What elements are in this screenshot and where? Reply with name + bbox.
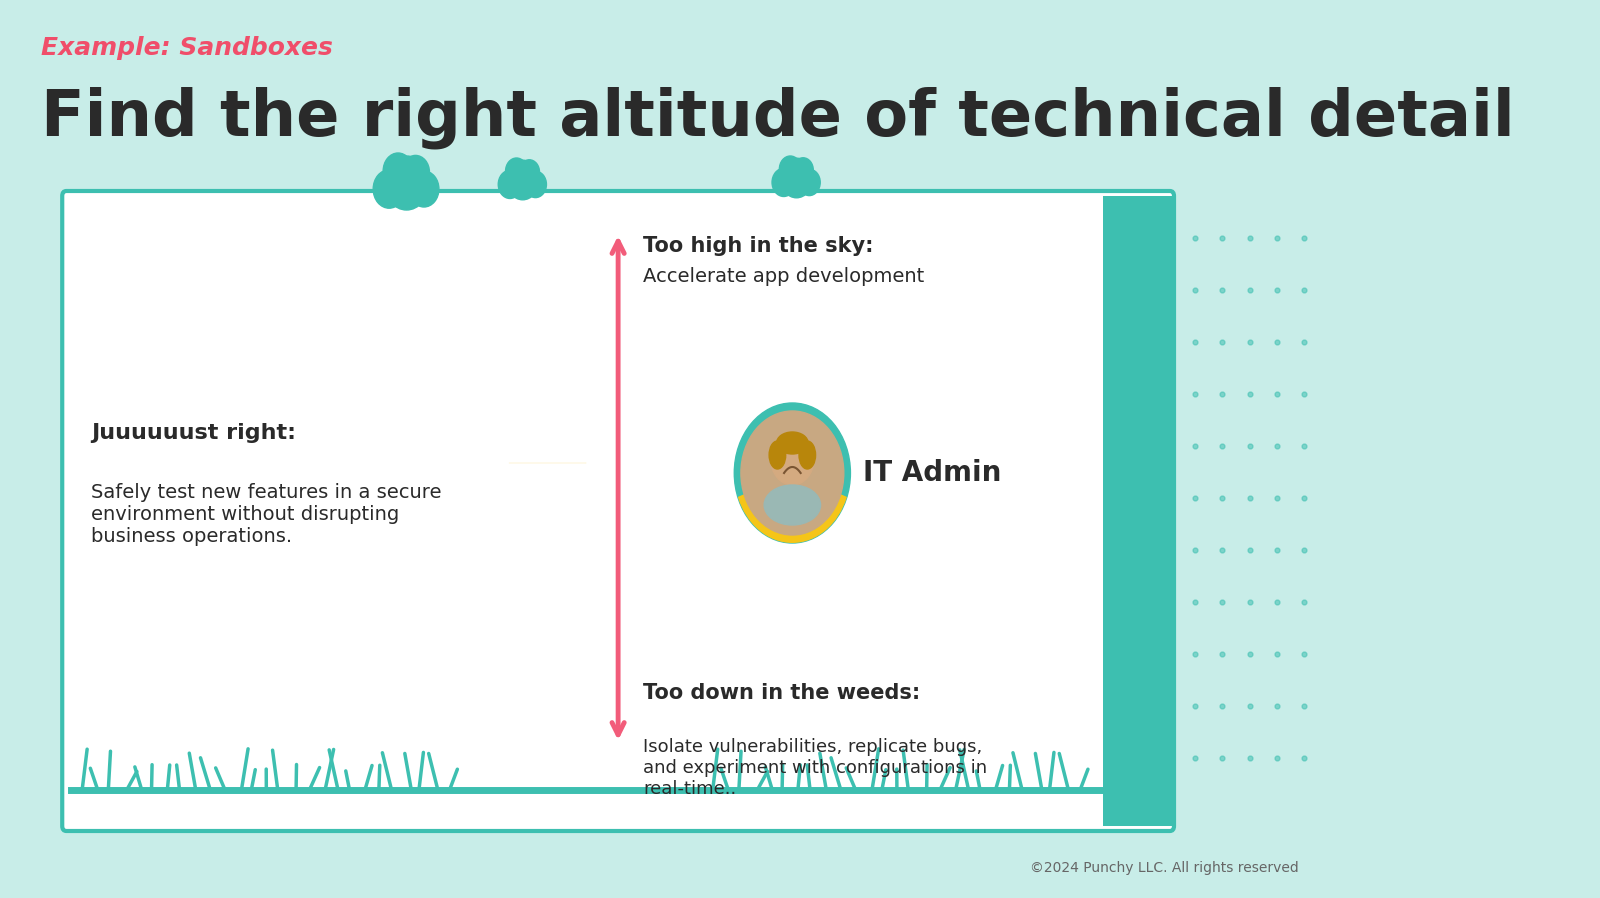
Circle shape <box>384 156 429 210</box>
Circle shape <box>734 403 851 543</box>
Ellipse shape <box>765 485 821 525</box>
Circle shape <box>373 170 405 208</box>
Text: Too high in the sky:: Too high in the sky: <box>643 236 874 256</box>
Circle shape <box>518 160 539 184</box>
Text: Too down in the weeds:: Too down in the weeds: <box>643 683 920 703</box>
Circle shape <box>498 171 522 198</box>
Text: Safely test new features in a secure
environment without disrupting
business ope: Safely test new features in a secure env… <box>91 483 442 546</box>
Circle shape <box>506 158 528 184</box>
Circle shape <box>773 168 795 197</box>
Ellipse shape <box>798 441 816 469</box>
Circle shape <box>781 158 813 198</box>
Circle shape <box>410 171 438 207</box>
Circle shape <box>525 172 547 198</box>
Ellipse shape <box>776 432 808 454</box>
Text: Accelerate app development: Accelerate app development <box>643 267 925 286</box>
Circle shape <box>402 155 429 189</box>
Text: Isolate vulnerabilities, replicate bugs,
and experiment with configurations in
r: Isolate vulnerabilities, replicate bugs,… <box>643 738 987 797</box>
Circle shape <box>798 169 821 196</box>
Text: Juuuuuust right:: Juuuuuust right: <box>91 423 296 443</box>
Circle shape <box>506 160 539 199</box>
Text: Find the right altitude of technical detail: Find the right altitude of technical det… <box>42 87 1515 149</box>
Circle shape <box>382 153 413 189</box>
Circle shape <box>794 158 813 182</box>
Text: IT Admin: IT Admin <box>862 459 1002 487</box>
Circle shape <box>741 411 843 535</box>
FancyBboxPatch shape <box>1104 196 1171 826</box>
Text: ©2024 Punchy LLC. All rights reserved: ©2024 Punchy LLC. All rights reserved <box>1030 861 1299 875</box>
FancyBboxPatch shape <box>62 191 1174 831</box>
Circle shape <box>771 433 814 485</box>
Text: Example: Sandboxes: Example: Sandboxes <box>42 36 333 60</box>
Ellipse shape <box>770 441 786 469</box>
Circle shape <box>779 156 802 182</box>
Wedge shape <box>738 473 846 543</box>
